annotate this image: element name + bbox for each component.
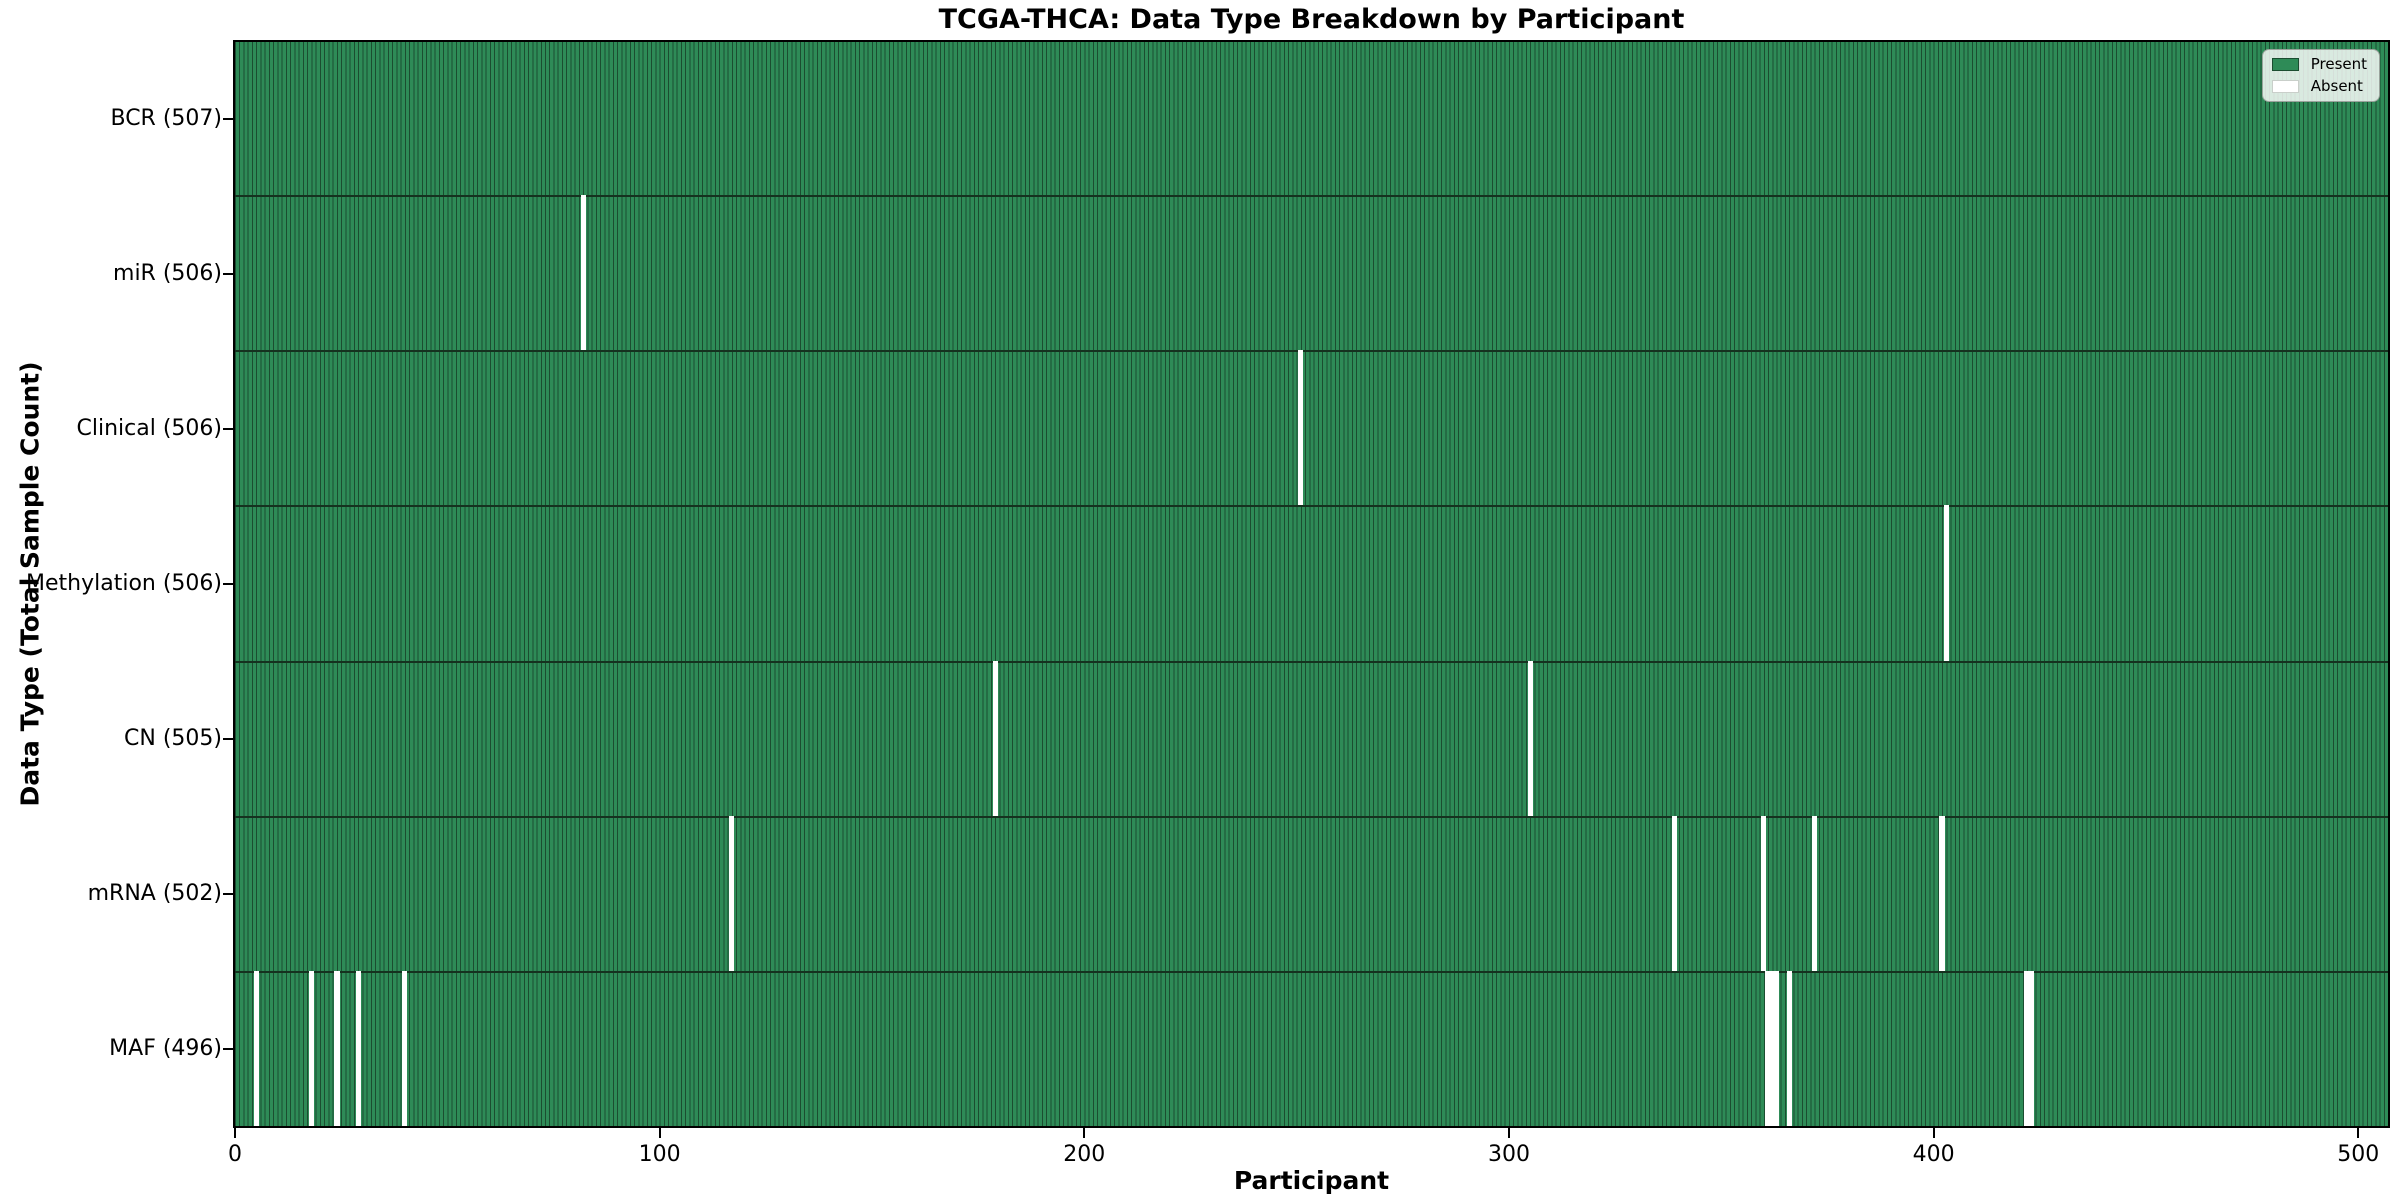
- plot-area: Present Absent: [233, 40, 2390, 1128]
- absent-stripe: [2024, 970, 2030, 1126]
- x-tick-label: 200: [1063, 1142, 1106, 1167]
- x-tick-mark: [1083, 1128, 1086, 1138]
- absent-stripe: [2028, 970, 2034, 1126]
- x-tick-label: 400: [1912, 1142, 1955, 1167]
- y-tick-mark: [223, 892, 233, 895]
- presence-row-Clinical: [235, 350, 2388, 506]
- x-tick-label: 100: [638, 1142, 681, 1167]
- y-tick-label: BCR (507): [110, 106, 222, 132]
- legend-label: Present: [2310, 55, 2367, 73]
- absent-stripe: [402, 970, 408, 1126]
- presence-row-miR: [235, 195, 2388, 351]
- absent-stripe: [334, 970, 340, 1126]
- absent-stripe: [1671, 815, 1678, 971]
- y-tick-label: CN (505): [124, 725, 222, 751]
- x-tick-label: 0: [228, 1142, 242, 1167]
- x-tick-mark: [234, 1128, 236, 1138]
- x-tick-label: 300: [1487, 1142, 1530, 1167]
- absent-stripe: [1769, 970, 1775, 1126]
- absent-stripe: [1527, 660, 1533, 816]
- absent-stripe: [1812, 815, 1818, 971]
- absent-stripe: [1773, 970, 1780, 1126]
- legend-label: Absent: [2310, 77, 2363, 95]
- legend-swatch-absent: [2271, 80, 2299, 93]
- x-tick-mark: [1507, 1128, 1510, 1138]
- y-tick-label: Clinical (506): [76, 416, 222, 442]
- absent-stripe: [992, 660, 998, 816]
- absent-stripe: [308, 970, 315, 1126]
- y-tick-mark: [223, 737, 233, 740]
- y-tick-mark: [223, 428, 233, 431]
- y-tick-mark: [223, 118, 233, 121]
- absent-stripe: [1943, 505, 1949, 661]
- absent-stripe: [355, 970, 361, 1126]
- legend: Present Absent: [2261, 49, 2380, 102]
- chart-title: TCGA-THCA: Data Type Breakdown by Partic…: [938, 4, 1685, 35]
- legend-entry: Absent: [2271, 77, 2367, 95]
- presence-row-MAF: [235, 970, 2388, 1126]
- y-tick-label: MAF (496): [109, 1035, 222, 1061]
- absent-stripe: [729, 815, 735, 971]
- presence-row-BCR: [235, 42, 2388, 196]
- presence-row-Methylation: [235, 505, 2388, 661]
- absent-stripe: [1765, 970, 1771, 1126]
- y-tick-label: mRNA (502): [87, 880, 222, 906]
- absent-stripe: [253, 970, 259, 1126]
- legend-entry: Present: [2271, 55, 2367, 73]
- y-tick-mark: [223, 273, 233, 276]
- absent-stripe: [1786, 970, 1792, 1126]
- absent-stripe: [1939, 815, 1945, 971]
- absent-stripe: [1761, 815, 1767, 971]
- x-axis-label: Participant: [1233, 1166, 1390, 1195]
- y-tick-label: Methylation (506): [26, 571, 222, 596]
- absent-stripe: [580, 195, 586, 351]
- x-tick-mark: [2357, 1128, 2360, 1138]
- absent-stripe: [1298, 350, 1304, 506]
- legend-swatch-present: [2271, 58, 2299, 71]
- x-tick-label: 500: [2337, 1142, 2380, 1167]
- y-tick-mark: [223, 1047, 233, 1050]
- x-tick-mark: [1932, 1128, 1935, 1138]
- presence-row-CN: [235, 660, 2388, 816]
- x-tick-mark: [658, 1128, 661, 1138]
- y-tick-label: miR (506): [113, 261, 222, 287]
- y-tick-mark: [223, 583, 233, 585]
- presence-row-mRNA: [235, 815, 2388, 971]
